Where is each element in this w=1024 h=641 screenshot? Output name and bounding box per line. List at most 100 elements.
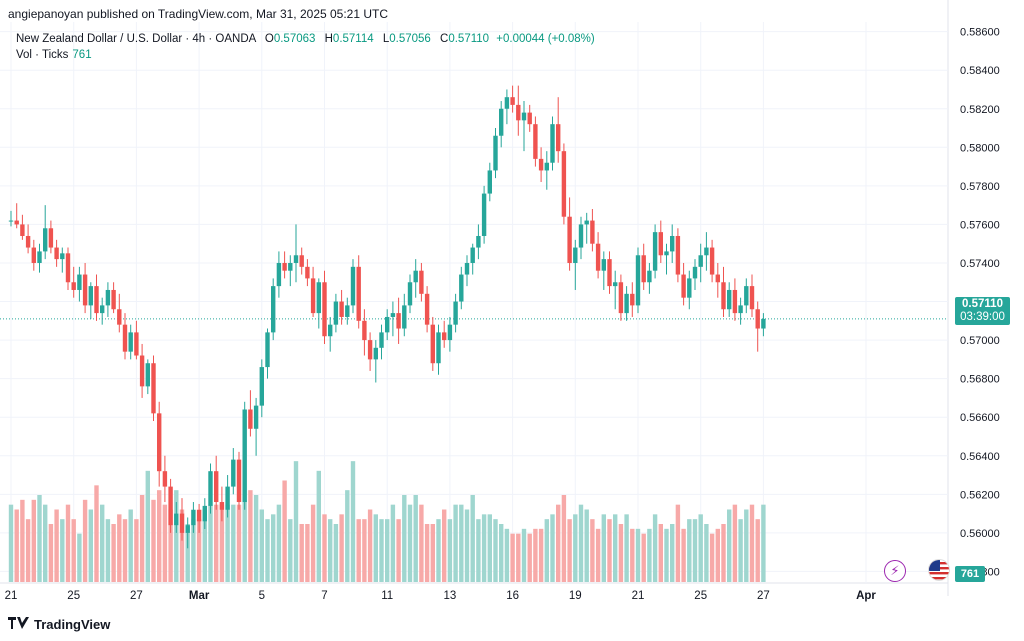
candle-body [214, 471, 219, 503]
x-tick-label: 19 [569, 590, 582, 602]
candle-body [647, 270, 652, 283]
candle-body [590, 220, 595, 244]
candle-body [675, 235, 681, 275]
volume-bar [516, 533, 521, 582]
volume-bar [60, 519, 65, 582]
candle-body [670, 235, 675, 252]
volume-bar [447, 519, 453, 582]
candle-body [664, 251, 669, 256]
x-tick-label: 13 [444, 590, 457, 602]
volume-bar [709, 533, 715, 582]
candle-body [584, 220, 589, 225]
symbol-title[interactable]: New Zealand Dollar / U.S. Dollar · 4h · … [16, 33, 256, 45]
volume-bar [738, 519, 743, 582]
volume-bar [618, 524, 624, 582]
chart-legend: New Zealand Dollar / U.S. Dollar · 4h · … [16, 33, 595, 45]
candle-body [77, 274, 82, 290]
volume-bar [105, 519, 111, 582]
volume-bar [624, 514, 629, 582]
candle-body [276, 262, 282, 287]
candle-body [755, 309, 760, 329]
us-flag-icon[interactable] [928, 559, 950, 581]
volume-bar [533, 528, 538, 582]
x-tick-label: 21 [632, 590, 645, 602]
candle-body [367, 340, 373, 360]
volume-bar [721, 524, 726, 582]
candle-body [316, 282, 321, 314]
candle-body [527, 112, 532, 125]
lightning-icon[interactable]: ⚡ [884, 560, 906, 582]
candle-body [8, 220, 14, 222]
volume-bar [162, 504, 168, 582]
candle-body [652, 232, 658, 271]
volume-bar [356, 519, 361, 582]
volume-bar [373, 514, 378, 582]
volume-bar [459, 504, 464, 582]
volume-bar [550, 514, 555, 582]
volume-value: 761 [72, 49, 92, 61]
candle-body [236, 459, 242, 503]
candle-body [573, 247, 578, 263]
candle-body [151, 363, 156, 414]
volume-bar [687, 519, 692, 582]
volume-bar [647, 528, 652, 582]
volume-bar [328, 519, 333, 582]
volume-bar [607, 519, 612, 582]
volume-bar [322, 514, 327, 582]
volume-bar [573, 514, 578, 582]
candle-body [538, 158, 544, 171]
volume-bar [527, 533, 532, 582]
candle-body [145, 363, 150, 387]
close-value: 0.57110 [448, 33, 490, 45]
candle-body [333, 301, 339, 325]
volume-bar [282, 480, 287, 582]
y-tick-label: 0.58200 [960, 104, 1000, 116]
volume-bar [567, 519, 572, 582]
volume-bar [265, 519, 270, 582]
volume-bar [333, 524, 339, 582]
candle-body [732, 289, 738, 314]
candle-body [94, 286, 99, 314]
candle-body [105, 289, 111, 306]
volume-bar [732, 504, 738, 582]
candle-body [191, 509, 196, 526]
candle-body [658, 232, 663, 256]
volume-bar [345, 490, 350, 582]
volume-label[interactable]: Vol · Ticks [16, 49, 69, 61]
candle-body [721, 282, 726, 310]
candle-body [687, 278, 692, 298]
x-tick-label: 5 [259, 590, 265, 602]
volume-legend: Vol · Ticks 761 [16, 49, 92, 61]
volume-bar [538, 528, 544, 582]
high-value: 0.57114 [332, 33, 374, 45]
volume-bar [185, 524, 190, 582]
candle-body [202, 505, 207, 522]
candle-body [738, 305, 743, 314]
volume-bar [419, 504, 424, 582]
candle-body [288, 262, 293, 271]
volume-bar [88, 509, 93, 582]
candle-body [65, 253, 71, 283]
candle-body [134, 332, 139, 356]
volume-bar [54, 509, 59, 582]
volume-bar [288, 519, 293, 582]
footer: TradingView [8, 617, 110, 632]
volume-bar [396, 519, 401, 582]
volume-bar [652, 514, 658, 582]
y-tick-label: 0.56000 [960, 528, 1000, 540]
candle-body [345, 305, 350, 317]
volume-bar [761, 504, 766, 582]
candle-body [550, 124, 555, 163]
volume-bar [25, 519, 31, 582]
candle-body [225, 486, 230, 510]
candle-body [88, 286, 93, 306]
volume-bar [43, 504, 48, 582]
candle-body [481, 193, 487, 236]
volume-bar [556, 504, 561, 582]
volume-bar [470, 495, 475, 582]
candle-body [504, 97, 510, 109]
volume-bar [630, 528, 635, 582]
brand-name[interactable]: TradingView [34, 617, 111, 632]
volume-bar [379, 519, 384, 582]
